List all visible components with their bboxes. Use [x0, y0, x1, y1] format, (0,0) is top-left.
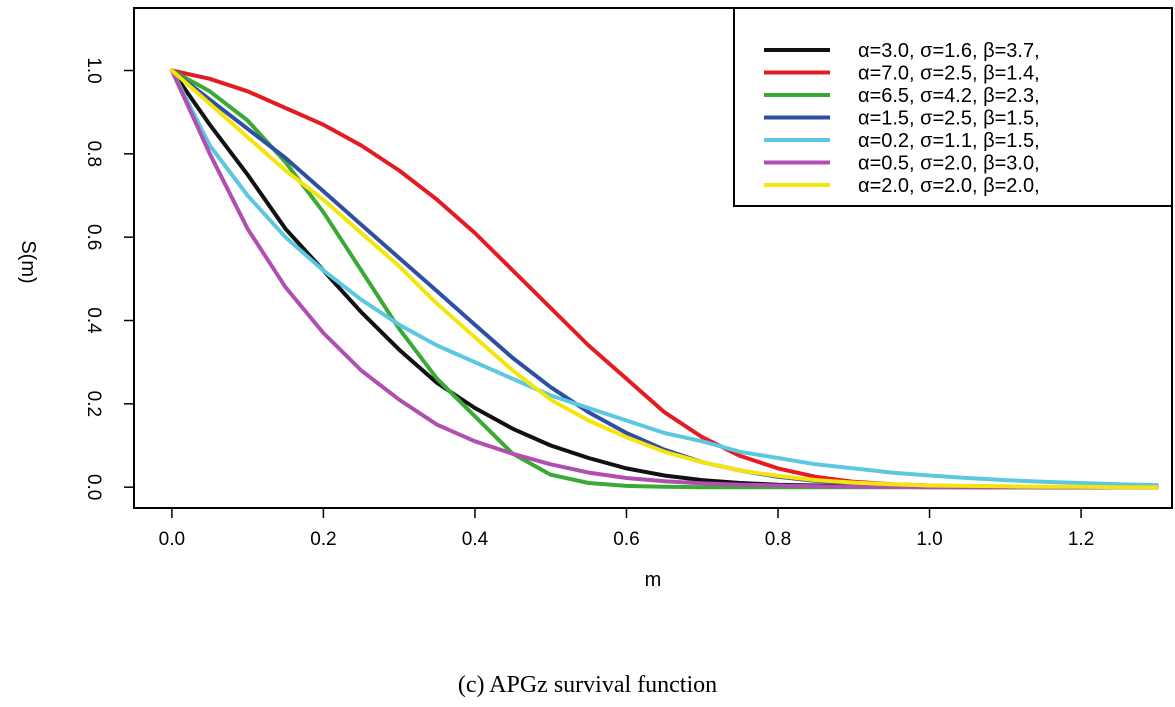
legend-label-7: α=2.0, σ=2.0, β=2.0,: [858, 175, 1040, 197]
x-tick-label: 0.6: [613, 529, 639, 550]
legend-box: [733, 7, 1173, 207]
x-tick-label: 0.2: [310, 529, 336, 550]
legend-label-1: α=3.0, σ=1.6, β=3.7,: [858, 40, 1040, 62]
y-tick-label: 0.2: [83, 391, 104, 417]
x-tick-label: 0.4: [462, 529, 489, 550]
y-tick-label: 0.4: [83, 307, 104, 334]
series-line-7: [169, 68, 1159, 490]
y-tick-label: 0.0: [83, 474, 104, 500]
y-tick-label: 1.0: [83, 57, 104, 83]
x-axis: 0.0 0.2 0.4 0.6 0.8 1.0 1.2: [159, 507, 1094, 550]
series-lines: [169, 68, 1159, 490]
legend: α=3.0, σ=1.6, β=3.7,α=7.0, σ=2.5, β=1.4,…: [764, 40, 1040, 197]
y-tick-label: 0.8: [83, 141, 104, 167]
y-axis-label: S(m): [17, 240, 39, 283]
series-line-5: [169, 68, 1159, 488]
legend-label-5: α=0.2, σ=1.1, β=1.5,: [858, 130, 1040, 152]
x-tick-label: 1.2: [1068, 529, 1094, 550]
x-tick-label: 0.8: [765, 529, 791, 550]
legend-label-6: α=0.5, σ=2.0, β=3.0,: [858, 153, 1040, 175]
x-tick-label: 1.0: [916, 529, 942, 550]
figure-caption: (c) APGz survival function: [457, 672, 718, 698]
x-tick-label: 0.0: [159, 529, 185, 550]
y-tick-label: 0.6: [83, 224, 104, 250]
y-axis: 0.0 0.2 0.4 0.6 0.8 1.0: [83, 57, 135, 500]
survival-chart: 0.0 0.2 0.4 0.6 0.8 1.0 1.2 0.0 0.2 0.4 0.6 0.8 1.0…: [17, 7, 1173, 591]
legend-label-2: α=7.0, σ=2.5, β=1.4,: [858, 63, 1040, 85]
legend-label-3: α=6.5, σ=4.2, β=2.3,: [858, 85, 1040, 107]
x-axis-label: m: [645, 569, 662, 591]
legend-label-4: α=1.5, σ=2.5, β=1.5,: [858, 108, 1040, 130]
